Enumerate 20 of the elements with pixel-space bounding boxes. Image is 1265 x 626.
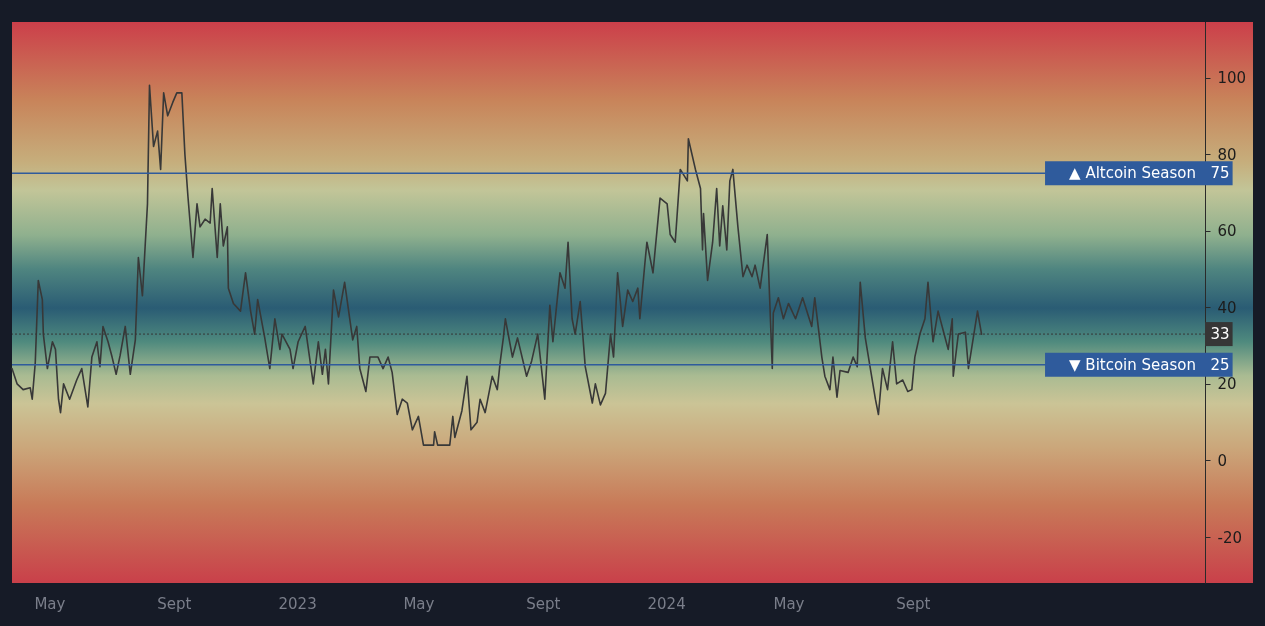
x-tick-label: May [34,594,66,613]
x-tick-label: May [403,594,435,613]
x-tick-label: Sept [157,594,192,613]
ref-line-label: ▼ Bitcoin Season [1069,355,1196,374]
y-tick-label: -20 [1217,528,1242,547]
y-tick-label: 0 [1217,451,1228,470]
x-tick-label: Sept [896,594,931,613]
ref-line-label: ▲ Altcoin Season [1069,164,1196,183]
x-tick-label: 2024 [647,594,686,613]
y-tick-label: 80 [1217,145,1237,164]
x-tick-label: Sept [526,594,561,613]
annotation: 25 [1210,355,1230,374]
annotation: 33 [1210,325,1230,344]
y-tick-label: 100 [1217,69,1247,88]
x-tick-label: 2023 [278,594,317,613]
y-tick-label: 60 [1217,222,1237,241]
y-tick-label: 40 [1217,298,1237,317]
y-tick-label: 20 [1217,375,1237,394]
annotation: 75 [1210,164,1230,183]
x-tick-label: May [773,594,805,613]
